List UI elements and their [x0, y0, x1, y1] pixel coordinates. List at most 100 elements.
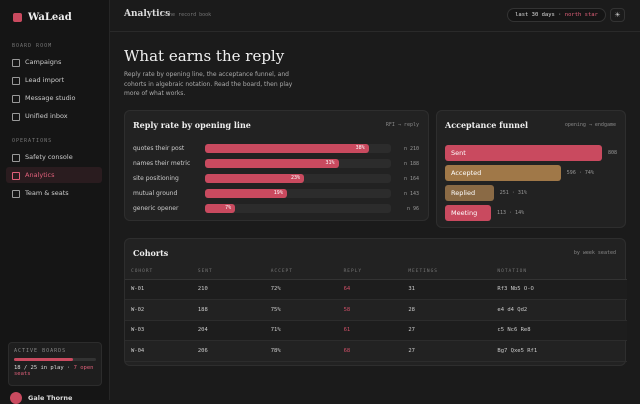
bar-track: 23%: [205, 174, 391, 183]
logo: [13, 13, 22, 22]
nav-item[interactable]: Safety console: [6, 149, 102, 165]
bar-label: 19%: [273, 190, 283, 196]
row-n: n 188: [403, 161, 419, 167]
column-header: MEETINGS: [408, 269, 439, 275]
funnel-bar: Meeting: [445, 205, 491, 221]
cell: 75%: [270, 306, 281, 313]
cell: 31: [408, 286, 415, 293]
cell: 27: [408, 347, 415, 354]
metric: north star: [564, 12, 598, 18]
card-note: RFI → reply: [385, 122, 419, 128]
cell: W-03: [131, 327, 145, 334]
cell: W-01: [131, 286, 145, 293]
reply-card: Reply rate by opening line RFI → reply q…: [124, 110, 429, 221]
row-label: quotes their post: [133, 145, 185, 152]
hero-text: Reply rate by opening line, the acceptan…: [124, 71, 293, 97]
bar-track: 19%: [205, 189, 391, 198]
cell: 72%: [270, 286, 281, 293]
nav-item[interactable]: Message studio: [6, 90, 102, 106]
bar-label: 23%: [291, 175, 301, 181]
cell: 27: [408, 327, 415, 334]
row-label: site positioning: [133, 175, 179, 182]
row-n: n 143: [403, 191, 419, 197]
card-title: Reply rate by opening line: [133, 120, 251, 130]
section-label: BOARD ROOM: [12, 43, 53, 49]
cell: 71%: [270, 327, 281, 334]
cohort-table: COHORT SENT ACCEPT REPLY MEETINGS NOTATION W-0…: [125, 265, 627, 362]
nav-item[interactable]: Team & seats: [6, 185, 102, 201]
funnel-detail: 251 · 31%: [499, 190, 527, 196]
cell: 78%: [270, 347, 281, 354]
column-header: COHORT: [131, 269, 154, 275]
table-row: W-03 204 71% 61 27 c5 Nc6 Re8: [125, 320, 627, 341]
bar-track: 7%: [205, 204, 391, 213]
cell: W-04: [131, 347, 145, 354]
funnel-bar: Accepted: [445, 165, 561, 181]
row-n: n 96: [406, 206, 419, 212]
bar: 19%: [205, 189, 287, 198]
table-row: W-02 188 75% 58 28 e4 d4 Qd2: [125, 300, 627, 320]
boards-progress: [14, 358, 74, 361]
bar-label: 31%: [325, 160, 335, 166]
hero-title: What earns the reply: [124, 47, 285, 65]
boards-label: ACTIVE BOARDS: [14, 348, 67, 354]
user-name[interactable]: Gale Thorne: [28, 394, 73, 402]
row-n: n 210: [403, 146, 419, 152]
bar-track: 31%: [205, 159, 391, 168]
cell: 64: [343, 286, 351, 293]
bar-track: 38%: [205, 144, 391, 153]
cell: Rf3 Nb5 O-O: [497, 286, 534, 293]
column-header: REPLY: [343, 269, 363, 275]
nav-item[interactable]: Lead import: [6, 72, 102, 88]
row-n: n 164: [403, 176, 419, 182]
page-subtitle: the record book: [166, 12, 212, 18]
cell: 204: [197, 327, 208, 334]
row-label: mutual ground: [133, 190, 178, 197]
cell: e4 d4 Qd2: [497, 306, 528, 313]
cell: 58: [343, 306, 351, 313]
column-header: ACCEPT: [270, 269, 293, 275]
cell: 210: [197, 286, 208, 293]
boards-card: ACTIVE BOARDS 18 / 25 in play · 7 open s…: [8, 342, 102, 386]
funnel-bar: Replied: [445, 185, 494, 201]
funnel-detail: 113 · 14%: [497, 210, 525, 216]
funnel-bar: Sent: [445, 145, 602, 161]
card-note: opening → endgame: [564, 122, 616, 128]
funnel-card: Acceptance funnel opening → endgame Sent…: [436, 110, 626, 228]
bar-label: 7%: [225, 205, 232, 211]
nav-item[interactable]: Analytics: [6, 167, 102, 183]
nav-item[interactable]: Campaigns: [6, 54, 102, 70]
table-row: W-04 206 78% 68 27 Bg7 Qxe5 Rf1: [125, 341, 627, 361]
cell: Bg7 Qxe5 Rf1: [497, 347, 538, 354]
page-title: Analytics: [124, 9, 171, 19]
cell: W-02: [131, 306, 145, 313]
divider: [110, 31, 640, 32]
cell: 61: [343, 327, 351, 334]
cell: 68: [343, 347, 351, 354]
column-header: NOTATION: [497, 269, 528, 275]
card-title: Cohorts: [133, 248, 169, 258]
boards-open: 7 open seats: [14, 365, 94, 377]
sidebar: WaLead BOARD ROOM Campaigns Lead import Mes…: [0, 0, 110, 404]
table-header: COHORT SENT ACCEPT REPLY MEETINGS NOTATION: [125, 265, 627, 279]
section-label: OPERATIONS: [12, 138, 53, 144]
card-title: Acceptance funnel: [445, 120, 529, 130]
theme-toggle[interactable]: ☀: [610, 8, 625, 22]
cell: 206: [197, 347, 208, 354]
range-pill[interactable]: last 30 days · north star: [507, 8, 606, 22]
boards-text: 18 / 25 in play: [14, 365, 64, 371]
brand: WaLead: [28, 12, 72, 23]
avatar: [10, 392, 22, 404]
bar-label: 38%: [355, 145, 365, 151]
nav-item[interactable]: Unified inbox: [6, 108, 102, 124]
column-header: SENT: [197, 269, 213, 275]
cell: 188: [197, 306, 208, 313]
bar: 23%: [205, 174, 305, 183]
row-label: generic opener: [133, 205, 179, 212]
row-label: names their metric: [133, 160, 191, 167]
funnel-detail: 596 · 74%: [566, 170, 594, 176]
card-note: by week seated: [573, 250, 616, 256]
cell: c5 Nc6 Re8: [497, 327, 531, 334]
table-row: W-01 210 72% 64 31 Rf3 Nb5 O-O: [125, 279, 627, 300]
